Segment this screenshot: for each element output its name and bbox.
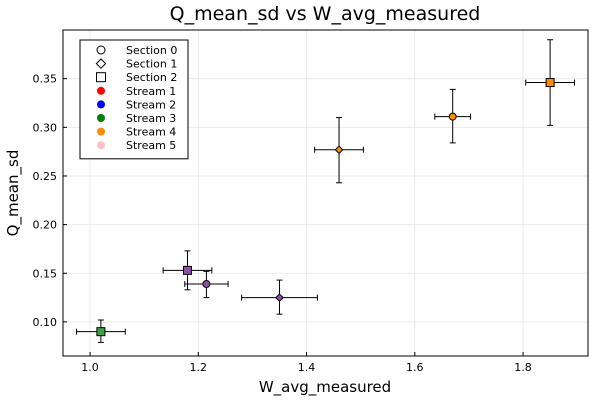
legend-label: Stream 2 bbox=[126, 98, 176, 111]
data-point bbox=[314, 117, 364, 184]
legend-label: Section 0 bbox=[126, 44, 177, 57]
data-points bbox=[76, 39, 575, 343]
legend-label: Stream 3 bbox=[126, 112, 176, 125]
x-axis-label: W_avg_measured bbox=[259, 378, 391, 397]
legend-entry: Stream 5 bbox=[97, 139, 176, 152]
legend-marker bbox=[97, 141, 105, 150]
y-tick-label: 0.30 bbox=[33, 121, 58, 134]
y-tick-label: 0.25 bbox=[33, 170, 58, 183]
legend-marker bbox=[97, 86, 105, 95]
point-marker bbox=[334, 145, 344, 155]
point-marker bbox=[275, 293, 284, 302]
y-axis: 0.10 0.15 0.20 0.25 0.30 0.35 bbox=[33, 73, 67, 329]
x-tick-label: 1.0 bbox=[81, 361, 99, 374]
data-point bbox=[241, 279, 318, 315]
legend-entry: Stream 2 bbox=[97, 98, 176, 111]
legend-entry: Section 1 bbox=[95, 58, 177, 71]
data-point bbox=[525, 39, 575, 126]
y-tick-label: 0.20 bbox=[33, 219, 58, 232]
y-axis-label: Q_mean_sd bbox=[4, 150, 23, 237]
legend-label: Section 2 bbox=[126, 71, 177, 84]
y-tick-label: 0.10 bbox=[33, 316, 58, 329]
point-marker bbox=[545, 78, 555, 88]
legend-label: Section 1 bbox=[126, 58, 177, 71]
legend-label: Stream 1 bbox=[126, 85, 176, 98]
legend-label: Stream 4 bbox=[126, 126, 176, 139]
x-tick-label: 1.2 bbox=[190, 361, 208, 374]
plot-frame bbox=[62, 29, 589, 357]
legend-entry: Section 0 bbox=[96, 44, 177, 57]
legend-marker bbox=[96, 45, 106, 55]
legend-entry: Stream 1 bbox=[97, 85, 176, 98]
x-axis: 1.0 1.2 1.4 1.6 1.8 bbox=[81, 352, 532, 374]
x-tick-label: 1.6 bbox=[406, 361, 424, 374]
legend-entry: Section 2 bbox=[96, 71, 177, 84]
point-marker bbox=[96, 327, 106, 337]
y-tick-label: 0.35 bbox=[33, 73, 58, 86]
x-tick-label: 1.8 bbox=[514, 361, 532, 374]
y-tick-label: 0.15 bbox=[33, 267, 58, 280]
data-point bbox=[184, 270, 229, 299]
legend-marker bbox=[97, 100, 105, 109]
data-point bbox=[434, 88, 472, 144]
point-marker bbox=[182, 265, 192, 275]
legend-marker bbox=[97, 114, 105, 122]
x-tick-label: 1.4 bbox=[298, 361, 316, 374]
legend-entry: Stream 4 bbox=[97, 126, 176, 139]
legend-marker bbox=[97, 127, 105, 136]
data-point bbox=[76, 319, 126, 343]
legend-marker bbox=[95, 58, 107, 69]
data-point bbox=[162, 250, 213, 291]
legend-marker bbox=[96, 72, 106, 83]
point-marker bbox=[448, 112, 457, 121]
point-marker bbox=[202, 279, 211, 288]
legend-box bbox=[79, 39, 189, 160]
chart-title: Q_mean_sd vs W_avg_measured bbox=[170, 3, 481, 25]
legend-label: Stream 5 bbox=[126, 139, 176, 152]
legend-entry: Stream 3 bbox=[97, 112, 176, 125]
